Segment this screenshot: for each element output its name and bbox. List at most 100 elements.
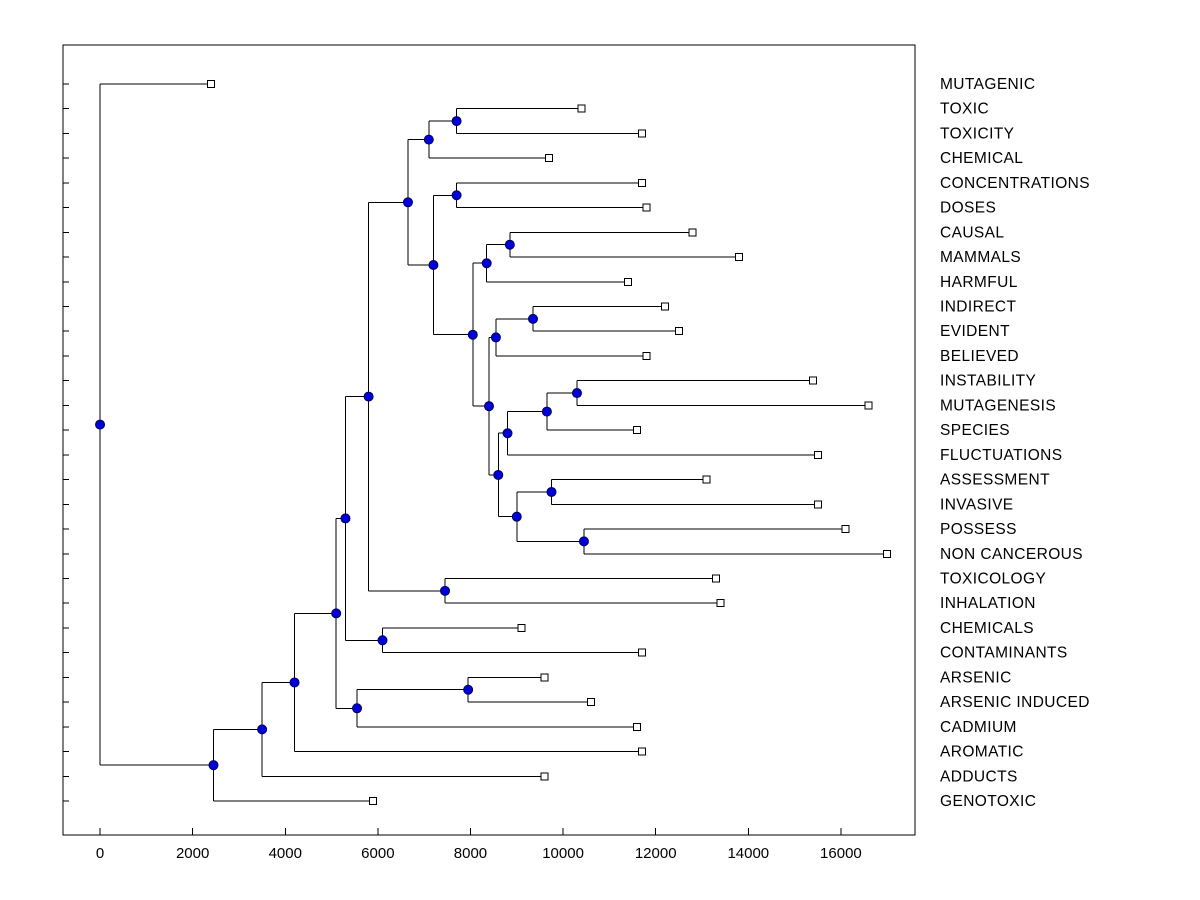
leaf-marker [688, 228, 697, 237]
leaf-marker [813, 450, 822, 459]
leaf-label: TOXICOLOGY [940, 570, 1046, 587]
leaf-marker [207, 80, 216, 88]
leaf-marker [735, 253, 744, 262]
leaf-label: INSTABILITY [940, 373, 1036, 390]
leaf-label: NON CANCEROUS [940, 546, 1083, 563]
internal-node-marker [95, 419, 106, 430]
leaf-label: SPECIES [940, 422, 1010, 439]
x-tick-label: 14000 [727, 845, 769, 862]
leaf-marker [545, 154, 554, 163]
leaf-marker [637, 747, 646, 756]
leaf-label: CAUSAL [940, 224, 1004, 241]
leaf-marker [702, 475, 711, 484]
x-tick-label: 0 [96, 845, 104, 862]
leaf-label: BELIEVED [940, 348, 1019, 365]
internal-node-marker [546, 486, 557, 497]
internal-node-marker [208, 760, 219, 771]
internal-node-marker [363, 391, 374, 402]
internal-node-marker [484, 401, 494, 412]
leaf-marker [633, 722, 642, 731]
internal-node-marker [578, 536, 589, 547]
leaf-label: CHEMICALS [940, 620, 1034, 637]
internal-node-marker [377, 635, 388, 646]
internal-node-marker [502, 428, 513, 439]
internal-node-marker [331, 608, 342, 619]
internal-node-marker [451, 116, 462, 127]
leaf-label: CONCENTRATIONS [940, 175, 1090, 192]
leaf-marker [716, 599, 725, 608]
leaf-label: HARMFUL [940, 274, 1018, 291]
leaf-marker [633, 426, 642, 435]
leaf-marker [711, 574, 720, 583]
leaf-label: ASSESSMENT [940, 472, 1050, 489]
leaf-marker [813, 500, 822, 509]
leaf-label: MUTAGENIC [940, 76, 1035, 93]
leaf-label: TOXIC [940, 101, 989, 118]
internal-node-marker [257, 724, 268, 735]
leaf-label: MAMMALS [940, 249, 1021, 266]
internal-node-marker [463, 684, 474, 695]
x-tick-label: 12000 [635, 845, 677, 862]
internal-node-marker [352, 703, 363, 714]
leaf-label: FLUCTUATIONS [940, 447, 1063, 464]
leaf-marker [674, 327, 683, 336]
leaf-label: CHEMICAL [940, 150, 1023, 167]
x-tick-label: 8000 [454, 845, 487, 862]
leaf-label: INDIRECT [940, 299, 1017, 316]
plot-border [62, 44, 916, 836]
leaf-label: TOXICITY [940, 125, 1014, 142]
leaf-marker [809, 376, 818, 385]
leaf-marker [577, 104, 586, 113]
internal-node-marker [490, 332, 501, 343]
leaf-label: ADDUCTS [940, 768, 1018, 785]
leaf-label: DOSES [940, 200, 996, 217]
leaf-label: INVASIVE [940, 496, 1014, 513]
leaf-marker [369, 796, 378, 805]
leaf-label: ARSENIC [940, 669, 1012, 686]
leaf-label: CONTAMINANTS [940, 645, 1068, 662]
leaf-marker [841, 525, 850, 534]
internal-node-marker [504, 239, 515, 250]
internal-node-marker [527, 313, 538, 324]
leaf-marker [660, 302, 669, 311]
internal-node-marker [571, 388, 582, 399]
internal-node-marker [493, 469, 504, 480]
leaf-label: ARSENIC INDUCED [940, 694, 1090, 711]
leaf-marker [540, 673, 549, 682]
leaf-marker [540, 772, 549, 781]
leaf-marker [637, 178, 646, 187]
internal-node-marker [402, 197, 413, 208]
leaf-marker [883, 549, 892, 558]
internal-node-marker [481, 258, 492, 269]
leaf-label: EVIDENT [940, 323, 1010, 340]
leaf-label: CADMIUM [940, 719, 1017, 736]
leaf-marker [517, 623, 526, 632]
internal-node-marker [440, 585, 451, 596]
leaf-marker [642, 351, 651, 360]
leaf-label: MUTAGENESIS [940, 397, 1056, 414]
leaf-label: AROMATIC [940, 744, 1024, 761]
leaf-marker [637, 129, 646, 138]
internal-node-marker [289, 677, 300, 688]
x-tick-label: 4000 [269, 845, 302, 862]
x-tick-label: 10000 [542, 845, 584, 862]
internal-node-marker [340, 513, 351, 524]
leaf-label: INHALATION [940, 595, 1036, 612]
leaf-label: GENOTOXIC [940, 793, 1036, 810]
internal-node-marker [451, 190, 462, 201]
internal-node-marker [511, 511, 522, 522]
x-tick-label: 2000 [176, 845, 209, 862]
internal-node-marker [467, 329, 478, 340]
leaf-marker [637, 648, 646, 657]
leaf-label: POSSESS [940, 521, 1017, 538]
internal-node-marker [541, 406, 552, 417]
x-tick-label: 6000 [361, 845, 394, 862]
x-tick-label: 16000 [820, 845, 862, 862]
internal-node-marker [428, 259, 439, 270]
leaf-marker [864, 401, 873, 410]
leaf-marker [623, 277, 632, 286]
internal-node-marker [423, 134, 434, 145]
leaf-marker [642, 203, 651, 212]
